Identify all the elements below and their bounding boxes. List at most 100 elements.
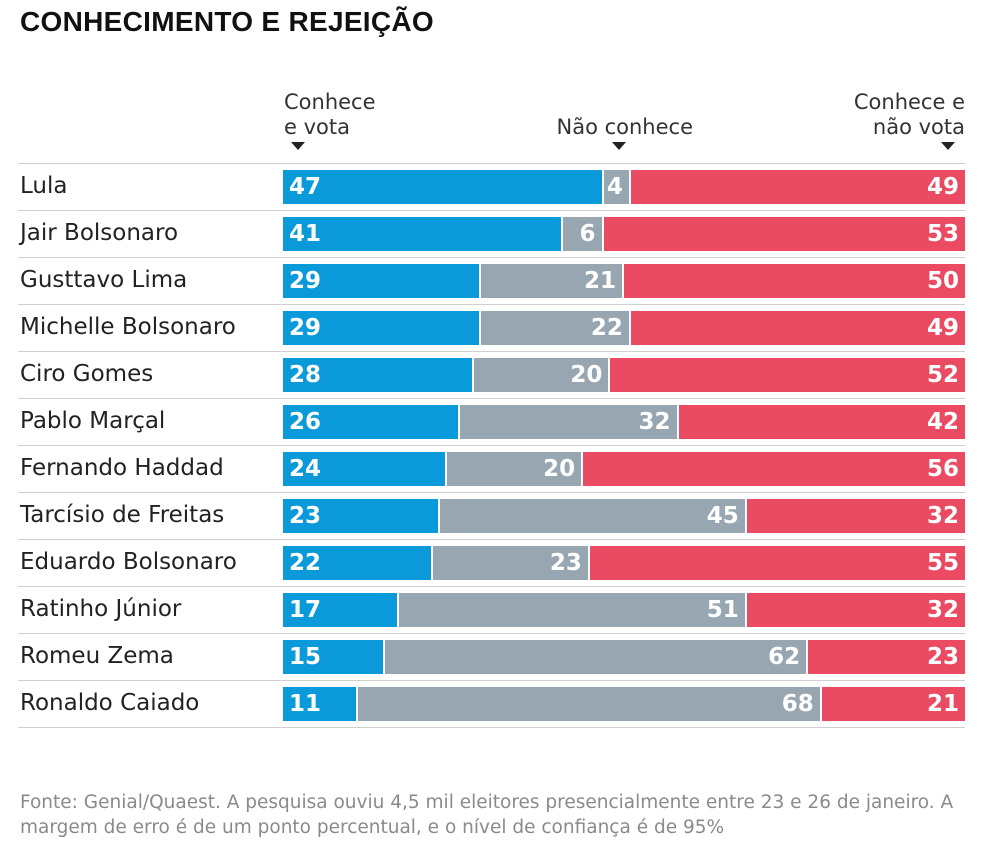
bar-segment [562, 217, 604, 251]
value-label: 28 [289, 362, 322, 388]
bar-segment [603, 170, 631, 204]
chart-title: CONHECIMENTO E REJEIÇÃO [20, 6, 434, 37]
row-divider [18, 586, 965, 587]
bar-segment [746, 499, 965, 533]
bar-segment [446, 452, 584, 486]
value-label: 4 [606, 174, 623, 200]
source-note: Fonte: Genial/Quaest. A pesquisa ouviu 4… [20, 792, 954, 838]
bar-segment [283, 546, 434, 580]
row-divider [18, 398, 965, 399]
bar-segment [821, 687, 965, 721]
value-label: 49 [926, 174, 959, 200]
value-label: 22 [590, 315, 623, 341]
bar-segment [283, 264, 481, 298]
category-label: Jair Bolsonaro [20, 220, 179, 246]
row-divider [18, 539, 965, 540]
bar-segment [283, 170, 604, 204]
bar-segment [603, 217, 965, 251]
row-divider [18, 304, 965, 305]
bar-segment [630, 311, 965, 345]
bar-segment [808, 640, 965, 674]
value-label: 20 [543, 456, 576, 482]
bar-segment [589, 546, 965, 580]
legend-arrow [291, 142, 305, 150]
category-label: Gusttavo Lima [20, 267, 188, 293]
bar-segment [358, 687, 822, 721]
category-label: Ratinho Júnior [20, 596, 182, 622]
bar-segment [283, 217, 563, 251]
bar-segment [473, 358, 611, 392]
bar-segment [439, 499, 747, 533]
row-divider [18, 351, 965, 352]
value-label: 47 [289, 174, 322, 200]
value-label: 20 [570, 362, 603, 388]
row-divider [18, 163, 965, 164]
value-label: 56 [926, 456, 959, 482]
value-label: 21 [926, 691, 959, 717]
value-label: 26 [289, 409, 322, 435]
bar-segment [746, 593, 965, 627]
value-label: 23 [926, 644, 959, 670]
row-divider [18, 210, 965, 211]
value-label: 29 [289, 268, 322, 294]
row-divider [18, 445, 965, 446]
legend-arrow [612, 142, 626, 150]
row-divider [18, 727, 965, 728]
value-label: 23 [289, 503, 322, 529]
bar-segment [283, 499, 440, 533]
bar-segment [630, 170, 965, 204]
bar-segment [283, 640, 386, 674]
value-label: 24 [289, 456, 322, 482]
value-label: 11 [289, 691, 322, 717]
value-label: 32 [926, 503, 959, 529]
value-label: 23 [549, 550, 582, 576]
bar-segment [610, 358, 965, 392]
value-label: 17 [289, 597, 322, 623]
value-label: 6 [579, 221, 596, 247]
value-label: 49 [926, 315, 959, 341]
value-label: 53 [926, 221, 959, 247]
category-label: Romeu Zema [20, 643, 174, 669]
legend-arrow [941, 142, 955, 150]
bar-segment [583, 452, 965, 486]
value-label: 41 [289, 221, 322, 247]
bar-segment [460, 405, 679, 439]
value-label: 15 [289, 644, 322, 670]
value-label: 29 [289, 315, 322, 341]
value-label: 68 [781, 691, 814, 717]
bar-segment [283, 593, 399, 627]
category-label: Pablo Marçal [20, 408, 166, 434]
category-label: Tarcísio de Freitas [20, 502, 225, 528]
value-label: 55 [926, 550, 959, 576]
value-label: 62 [768, 644, 801, 670]
value-label: 50 [926, 268, 959, 294]
bar-segment [283, 311, 481, 345]
legend-label: Conhece e vota [284, 90, 376, 139]
bar-segment [480, 311, 631, 345]
value-label: 32 [926, 597, 959, 623]
category-label: Ciro Gomes [20, 361, 154, 387]
bar-segment [398, 593, 747, 627]
category-label: Fernando Haddad [20, 455, 224, 481]
value-label: 52 [926, 362, 959, 388]
row-divider [18, 633, 965, 634]
bar-segment [283, 452, 447, 486]
bar-segment [678, 405, 965, 439]
bar-segment [385, 640, 809, 674]
bar-segment [624, 264, 965, 298]
category-label: Eduardo Bolsonaro [20, 549, 237, 575]
value-label: 32 [638, 409, 671, 435]
value-label: 21 [583, 268, 616, 294]
bar-segment [283, 405, 461, 439]
bar-segment [283, 687, 359, 721]
bar-segment [433, 546, 590, 580]
bar-segment [480, 264, 624, 298]
category-label: Ronaldo Caiado [20, 690, 200, 716]
legend-label: Não conhece [556, 115, 694, 139]
row-divider [18, 680, 965, 681]
row-divider [18, 492, 965, 493]
value-label: 22 [289, 550, 322, 576]
value-label: 42 [926, 409, 959, 435]
category-label: Michelle Bolsonaro [20, 314, 236, 340]
